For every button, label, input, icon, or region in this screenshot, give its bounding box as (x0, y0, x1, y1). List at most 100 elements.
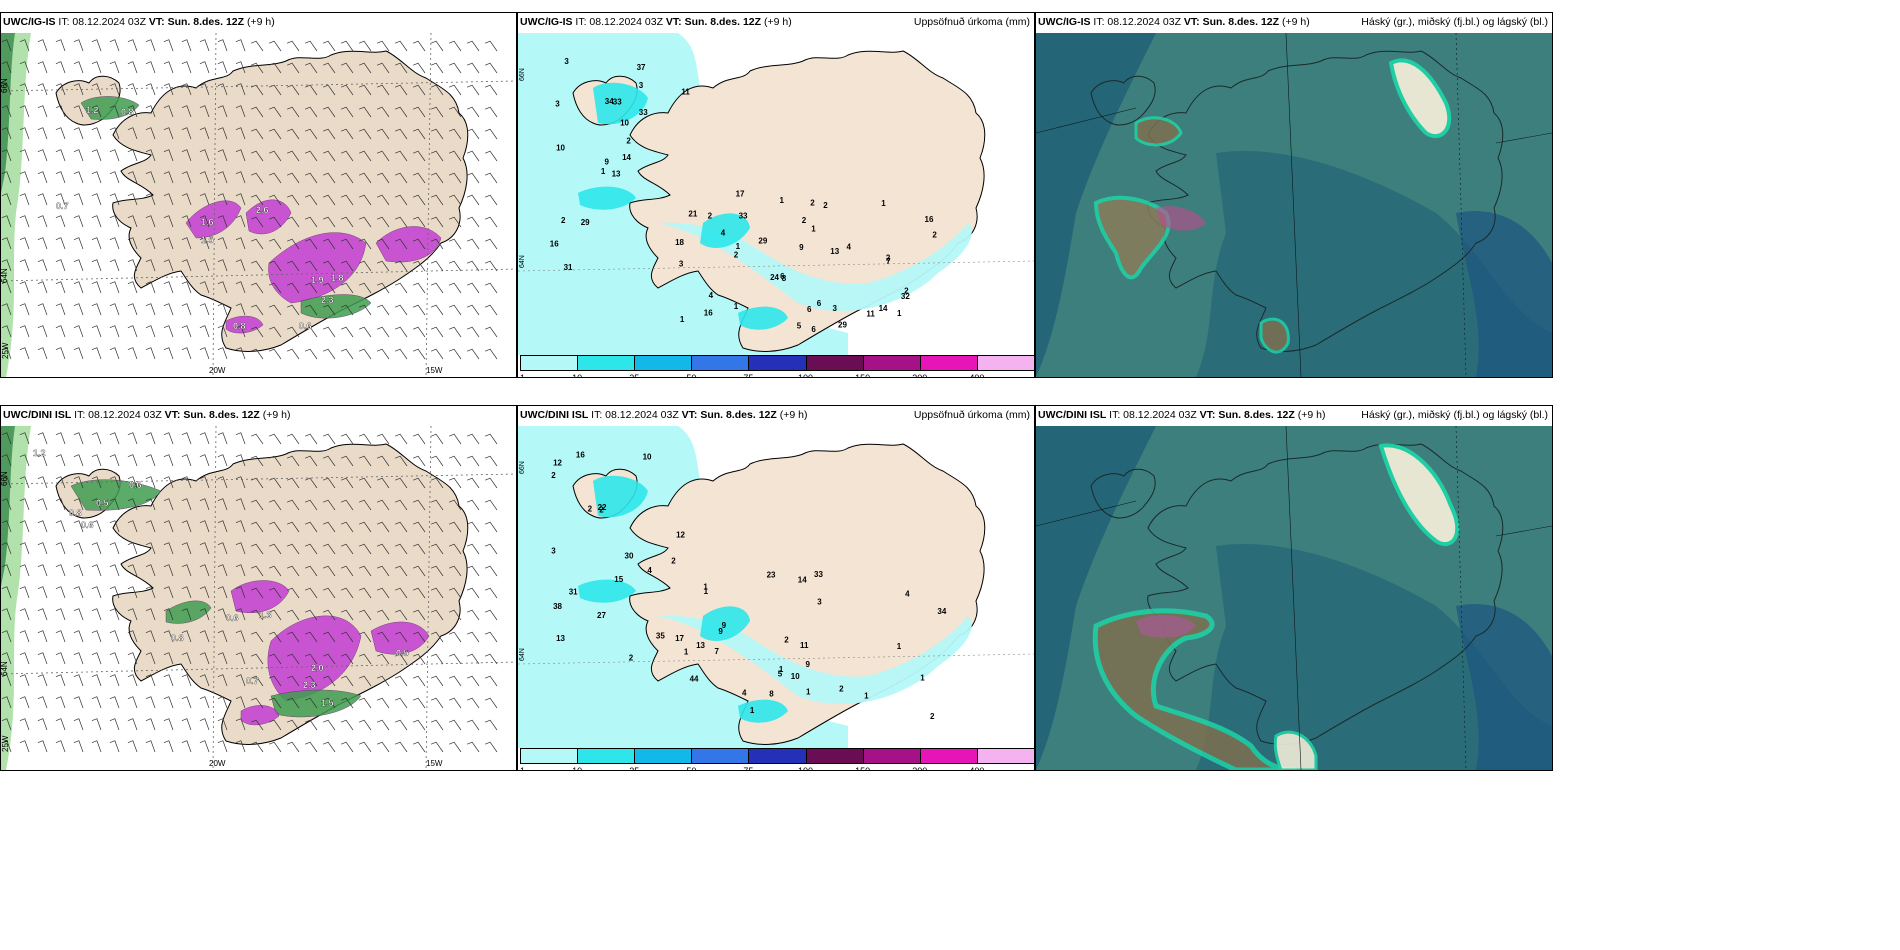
wind-barb (163, 476, 174, 489)
wind-barb (109, 454, 120, 467)
wind-barb (19, 215, 30, 228)
wind-barb (304, 543, 318, 555)
wind-barb (109, 325, 120, 338)
wind-barb (127, 325, 138, 338)
wind-barb (91, 303, 102, 316)
wind-barb (181, 432, 192, 445)
precip-value-label: 9 (718, 627, 723, 636)
wind-barb (199, 476, 210, 489)
wind-barb (430, 304, 444, 316)
cloud-high-region (1388, 58, 1452, 139)
wind-barb (127, 718, 138, 731)
wind-barb (91, 542, 102, 555)
wind-barb (109, 608, 120, 621)
cloud-panel-title: UWC/IG-IS IT: 08.12.2024 03Z VT: Sun. 8.… (1038, 16, 1310, 28)
precip-value-label: 2 (551, 471, 556, 480)
wind-barb (484, 653, 498, 665)
wind-barb (217, 83, 228, 96)
wind-barb (358, 326, 372, 338)
colorbar-tick-label: 100 (798, 373, 814, 378)
wind-barb (127, 105, 138, 118)
precip-value-label: 22 (598, 503, 607, 512)
wind-barb (304, 499, 318, 511)
wind-barb (268, 216, 282, 228)
precip-value-label: 14 (622, 153, 631, 162)
precip-value-label: 1 (704, 587, 709, 596)
wind-barb (199, 83, 210, 96)
wind-barb (286, 565, 300, 577)
wind-barb (109, 347, 120, 360)
wind-barb (250, 741, 264, 753)
wind-barb (55, 303, 66, 316)
wind-barb (466, 565, 480, 577)
wind-barb (322, 304, 336, 316)
wind-barb (394, 106, 408, 118)
wind-barb (91, 432, 102, 445)
precip-value-label: 33 (739, 211, 748, 220)
wind-barb (1, 696, 12, 709)
precip-area-heavy (738, 699, 788, 723)
wind-barb (340, 543, 354, 555)
wind-barb (358, 565, 372, 577)
wind-barb (322, 238, 336, 250)
precip-value-label: 2 (626, 136, 631, 145)
wind-barb (217, 542, 228, 555)
wind-barb (235, 237, 246, 250)
precip-value-label: 17 (736, 190, 745, 199)
wind-barb (91, 39, 102, 52)
wind-barb (412, 62, 426, 74)
wind-barb (145, 259, 156, 272)
wind-barb (484, 150, 498, 162)
wind-barb (268, 521, 282, 533)
wind-barb (250, 150, 264, 162)
wind-barb (55, 39, 66, 52)
wind-barb (466, 741, 480, 753)
wind-barb (268, 499, 282, 511)
wind-barb (91, 696, 102, 709)
wind-barb (55, 149, 66, 162)
wind-barb (145, 476, 156, 489)
wind-barb (109, 83, 120, 96)
wind-barb (268, 304, 282, 316)
wind-barb (37, 83, 48, 96)
wind-barb (430, 62, 444, 74)
wind-barb (181, 542, 192, 555)
cloud-high-region (1273, 730, 1318, 770)
wind-barb (466, 697, 480, 709)
wind-barb (181, 325, 192, 338)
precip-value-label: 1 (680, 315, 685, 324)
precip-value-label: 34 (937, 607, 946, 616)
colorbar-swatch (805, 355, 864, 371)
precip-value-label: 3 (555, 100, 560, 109)
wind-barb (304, 455, 318, 467)
wind-barb (340, 348, 354, 360)
precip-value-label: 33 (613, 98, 622, 107)
wind-barb (73, 281, 84, 294)
cloud-mixed-region (1092, 608, 1297, 770)
wind-barb (181, 193, 192, 206)
wind-barb (358, 40, 372, 52)
wind-barb (322, 653, 336, 665)
precip-area-light (658, 615, 972, 705)
precip-value-label: 31 (564, 263, 573, 272)
colorbar-tick-label: 75 (743, 373, 754, 378)
wind-barb (322, 741, 336, 753)
precip-value-label: 27 (597, 611, 606, 620)
wind-barb (322, 455, 336, 467)
wind-barb (109, 740, 120, 753)
wind-barb (268, 477, 282, 489)
wind-barb (466, 609, 480, 621)
precip-value-label: 4 (905, 590, 910, 599)
wind-barb (340, 326, 354, 338)
precip-value-label: 16 (925, 215, 934, 224)
wind-barb (181, 39, 192, 52)
wind-barb (430, 172, 444, 184)
wind-barb (199, 520, 210, 533)
wind-barb (340, 282, 354, 294)
wind-barb (340, 477, 354, 489)
precip-value-label: 6 (780, 272, 785, 281)
wind-barb (145, 674, 156, 687)
graticule-line (1285, 33, 1302, 377)
wind-barb (127, 347, 138, 360)
wind-barb (55, 325, 66, 338)
